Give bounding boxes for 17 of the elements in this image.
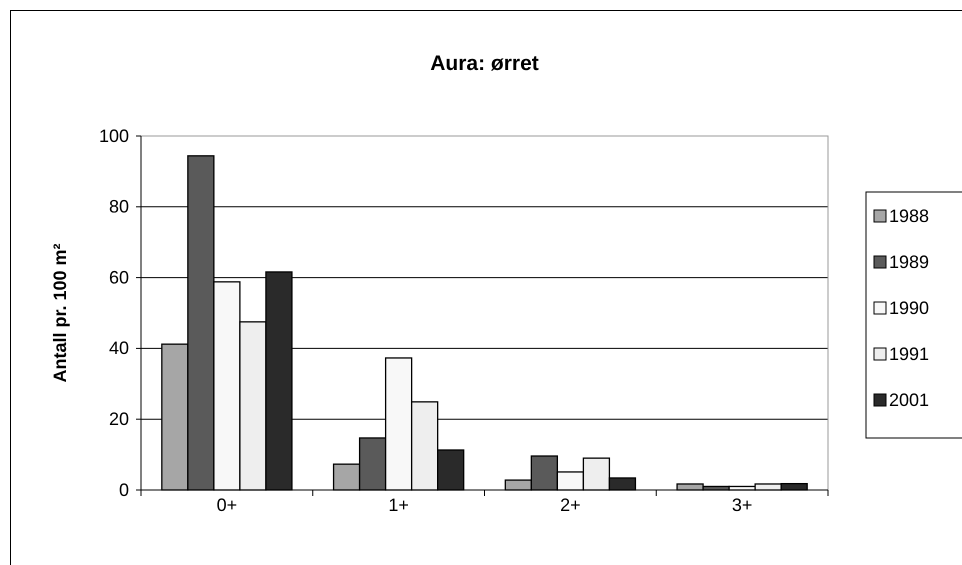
y-axis-title: Antall pr. 100 m²	[50, 243, 70, 383]
y-tick-label: 80	[108, 196, 129, 217]
legend-label: 1990	[889, 298, 930, 318]
y-tick-label: 40	[108, 338, 129, 358]
y-tick-label: 0	[118, 480, 129, 500]
legend-label: 1989	[889, 252, 930, 272]
legend-label: 2001	[889, 390, 930, 410]
legend-label: 1991	[889, 344, 930, 364]
y-tick-label: 20	[108, 408, 129, 429]
y-tick-label: 60	[108, 267, 129, 288]
x-tick-label: 2+	[560, 495, 581, 515]
chart-title: Aura: ørret	[430, 52, 539, 75]
legend-label: 1988	[889, 206, 930, 226]
y-tick-label: 100	[98, 126, 129, 146]
x-tick-label: 0+	[216, 495, 238, 515]
x-tick-label: 3+	[732, 495, 752, 515]
x-tick-label: 1+	[388, 495, 409, 515]
